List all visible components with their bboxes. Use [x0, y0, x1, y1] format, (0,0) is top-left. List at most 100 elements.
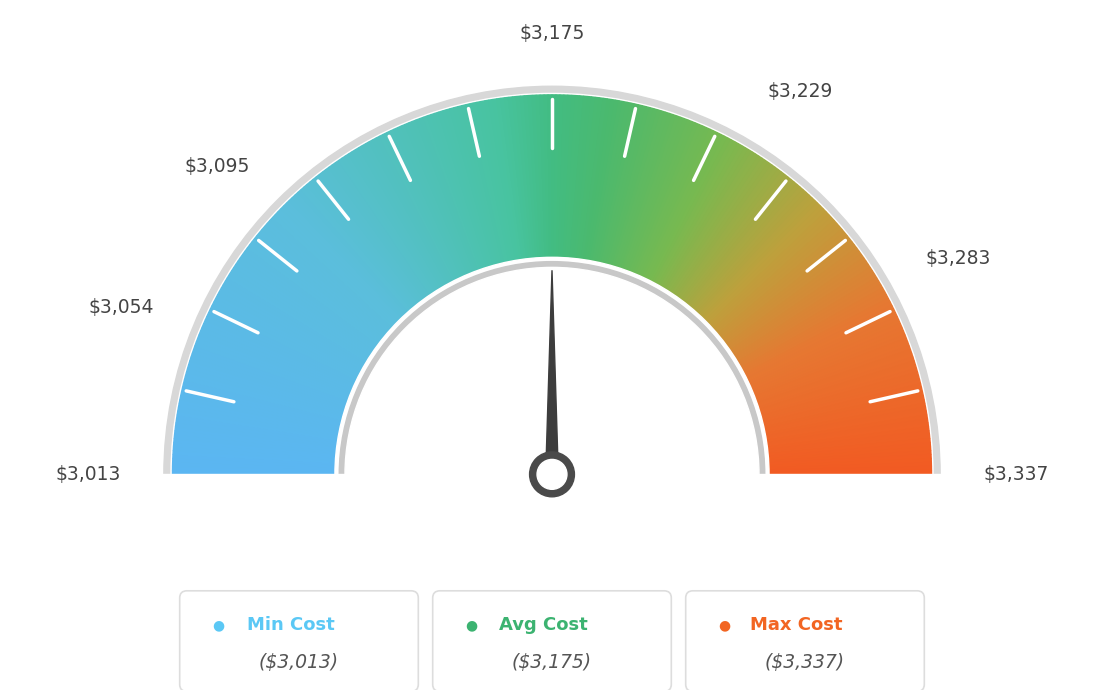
Wedge shape — [225, 278, 368, 364]
Wedge shape — [443, 110, 492, 268]
Wedge shape — [252, 239, 383, 342]
Wedge shape — [623, 116, 680, 271]
Wedge shape — [171, 93, 933, 475]
Wedge shape — [693, 187, 803, 313]
Wedge shape — [454, 107, 498, 266]
Wedge shape — [505, 97, 528, 260]
Wedge shape — [722, 241, 854, 344]
Wedge shape — [552, 95, 556, 259]
Wedge shape — [174, 431, 338, 452]
Wedge shape — [567, 96, 584, 259]
Wedge shape — [763, 395, 924, 432]
Wedge shape — [765, 419, 928, 445]
Wedge shape — [458, 106, 500, 266]
Wedge shape — [724, 245, 857, 346]
Wedge shape — [262, 226, 389, 335]
Wedge shape — [766, 423, 928, 447]
Wedge shape — [304, 184, 413, 311]
Text: $3,054: $3,054 — [89, 298, 155, 317]
Wedge shape — [703, 204, 820, 322]
Text: $3,013: $3,013 — [55, 465, 120, 484]
Wedge shape — [712, 220, 837, 332]
Wedge shape — [762, 384, 922, 425]
Wedge shape — [725, 248, 859, 348]
Wedge shape — [631, 121, 696, 275]
Wedge shape — [680, 170, 782, 303]
Wedge shape — [265, 224, 390, 333]
Text: ($3,013): ($3,013) — [259, 653, 339, 672]
Wedge shape — [245, 248, 379, 348]
Wedge shape — [223, 282, 367, 366]
Wedge shape — [578, 98, 604, 261]
Wedge shape — [612, 110, 661, 268]
Wedge shape — [512, 97, 532, 260]
Wedge shape — [648, 135, 724, 282]
Wedge shape — [182, 388, 342, 427]
Wedge shape — [765, 411, 927, 441]
Text: $3,283: $3,283 — [925, 249, 991, 268]
Wedge shape — [446, 109, 493, 267]
Wedge shape — [656, 142, 739, 286]
Wedge shape — [669, 156, 762, 295]
Wedge shape — [591, 101, 623, 263]
Wedge shape — [474, 102, 509, 264]
Wedge shape — [189, 361, 347, 412]
Wedge shape — [275, 212, 396, 327]
Wedge shape — [284, 204, 401, 322]
Wedge shape — [178, 407, 340, 438]
Wedge shape — [753, 335, 906, 397]
Wedge shape — [222, 285, 365, 368]
Wedge shape — [336, 161, 431, 297]
Text: ($3,337): ($3,337) — [765, 653, 845, 672]
Wedge shape — [298, 190, 410, 314]
Wedge shape — [369, 140, 450, 286]
Wedge shape — [554, 95, 560, 259]
Wedge shape — [749, 320, 900, 388]
Wedge shape — [177, 411, 339, 441]
Wedge shape — [182, 384, 342, 425]
Wedge shape — [720, 235, 849, 340]
Wedge shape — [756, 353, 913, 408]
Wedge shape — [629, 120, 692, 274]
Wedge shape — [708, 212, 829, 327]
Wedge shape — [365, 142, 448, 286]
Wedge shape — [230, 271, 370, 361]
Wedge shape — [764, 407, 926, 438]
Wedge shape — [314, 177, 418, 307]
Wedge shape — [716, 229, 845, 337]
FancyBboxPatch shape — [180, 591, 418, 690]
Wedge shape — [185, 373, 344, 419]
Wedge shape — [183, 380, 343, 423]
Wedge shape — [500, 98, 526, 261]
Wedge shape — [666, 152, 755, 293]
Wedge shape — [172, 458, 337, 468]
Wedge shape — [489, 99, 518, 262]
Wedge shape — [675, 163, 772, 299]
FancyBboxPatch shape — [433, 591, 671, 690]
Wedge shape — [174, 435, 338, 454]
Wedge shape — [767, 455, 931, 465]
FancyBboxPatch shape — [686, 591, 924, 690]
Wedge shape — [763, 392, 923, 430]
Wedge shape — [267, 220, 392, 332]
Wedge shape — [650, 136, 728, 284]
Wedge shape — [532, 95, 543, 259]
Wedge shape — [420, 117, 479, 273]
Wedge shape — [179, 400, 341, 434]
Wedge shape — [352, 150, 440, 291]
Wedge shape — [544, 95, 550, 259]
Wedge shape — [608, 108, 654, 267]
Wedge shape — [707, 209, 826, 325]
Wedge shape — [349, 152, 438, 293]
Wedge shape — [572, 97, 592, 260]
Wedge shape — [739, 285, 882, 368]
Wedge shape — [355, 148, 443, 290]
Wedge shape — [416, 119, 477, 273]
Wedge shape — [301, 187, 411, 313]
Wedge shape — [485, 100, 516, 262]
Wedge shape — [188, 365, 346, 414]
Wedge shape — [641, 129, 713, 279]
Wedge shape — [618, 113, 673, 270]
Wedge shape — [362, 144, 446, 288]
Wedge shape — [212, 302, 360, 379]
